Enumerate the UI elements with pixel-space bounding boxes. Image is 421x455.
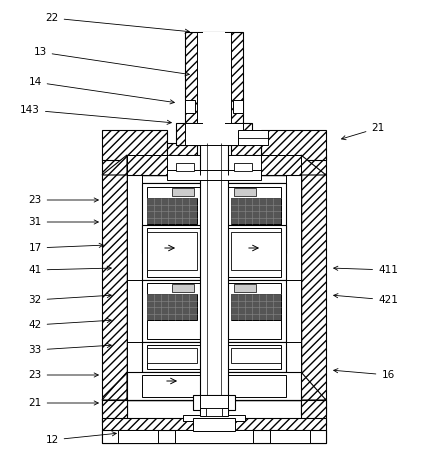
Bar	[142, 225, 286, 280]
Bar	[261, 155, 301, 175]
Bar	[147, 232, 197, 270]
Text: 31: 31	[28, 217, 98, 227]
Bar	[185, 32, 243, 130]
Bar	[234, 284, 256, 292]
Bar	[127, 155, 167, 175]
Bar	[147, 348, 197, 363]
Bar	[286, 175, 301, 400]
Bar	[127, 175, 142, 400]
Text: 13: 13	[33, 47, 189, 76]
Text: 14: 14	[28, 77, 174, 104]
Bar	[142, 280, 286, 342]
Bar	[147, 294, 197, 320]
Bar	[193, 395, 235, 410]
Bar	[185, 100, 195, 113]
Bar	[231, 198, 281, 224]
Bar	[142, 280, 286, 342]
Bar	[231, 232, 281, 270]
Bar	[127, 372, 301, 400]
Bar	[142, 375, 286, 397]
Text: 33: 33	[28, 344, 111, 355]
Bar	[185, 123, 243, 145]
Bar	[234, 188, 256, 196]
Bar	[172, 284, 194, 292]
Bar	[176, 163, 194, 171]
Bar	[193, 418, 235, 431]
Bar	[200, 408, 228, 416]
Polygon shape	[102, 372, 127, 400]
Bar	[142, 183, 286, 253]
Bar	[261, 130, 326, 160]
Bar	[203, 32, 225, 130]
Bar	[172, 188, 194, 196]
Text: 411: 411	[334, 265, 398, 275]
Bar	[102, 130, 167, 160]
Text: 22: 22	[45, 13, 189, 33]
Bar	[147, 228, 281, 277]
Bar	[200, 395, 228, 410]
Bar	[147, 187, 281, 249]
Bar	[301, 400, 326, 425]
Text: 41: 41	[28, 265, 111, 275]
Bar	[183, 415, 245, 421]
Bar	[301, 155, 326, 415]
Text: 32: 32	[28, 293, 111, 305]
Bar	[234, 163, 252, 171]
Bar	[102, 430, 326, 443]
Bar	[197, 32, 231, 130]
Bar	[233, 100, 243, 113]
Bar	[142, 183, 286, 253]
Bar	[127, 175, 301, 400]
Bar	[147, 283, 281, 339]
Bar	[142, 342, 286, 372]
Bar	[286, 175, 301, 400]
Text: 17: 17	[28, 243, 103, 253]
Bar	[167, 170, 261, 180]
Bar	[147, 345, 281, 369]
Polygon shape	[102, 155, 127, 175]
Text: 16: 16	[334, 369, 394, 380]
Bar	[127, 372, 301, 400]
Text: 23: 23	[28, 370, 98, 380]
Bar	[127, 155, 301, 175]
Bar	[231, 143, 261, 155]
Bar	[167, 143, 197, 155]
Text: 143: 143	[20, 105, 171, 124]
Bar	[142, 342, 286, 372]
Bar	[175, 430, 253, 443]
Bar	[200, 143, 228, 413]
Bar	[176, 123, 252, 145]
Bar	[102, 155, 127, 415]
Text: 42: 42	[28, 318, 111, 330]
Bar	[118, 430, 158, 443]
Polygon shape	[301, 155, 326, 175]
Text: 12: 12	[45, 432, 116, 445]
Bar	[238, 130, 268, 145]
Bar	[147, 198, 197, 224]
Text: 23: 23	[28, 195, 98, 205]
Bar	[142, 225, 286, 280]
Bar	[206, 408, 222, 416]
Bar	[127, 175, 142, 400]
Bar	[231, 294, 281, 320]
Text: 21: 21	[28, 398, 98, 408]
Polygon shape	[301, 372, 326, 400]
Bar	[270, 430, 310, 443]
Bar	[102, 400, 127, 425]
Text: 421: 421	[334, 293, 398, 305]
Bar	[102, 418, 326, 443]
Bar	[231, 348, 281, 363]
Text: 21: 21	[341, 123, 385, 140]
